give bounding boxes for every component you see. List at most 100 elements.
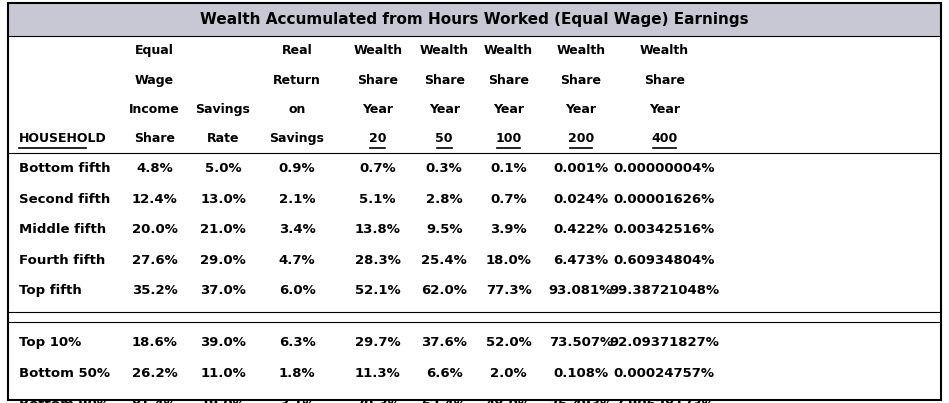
Text: 400: 400 — [651, 132, 678, 145]
Text: 12.4%: 12.4% — [132, 193, 177, 206]
Text: 0.3%: 0.3% — [426, 162, 462, 175]
Text: 7.90628173%: 7.90628173% — [614, 398, 715, 403]
Text: 3.1%: 3.1% — [279, 398, 315, 403]
Text: 3.4%: 3.4% — [279, 223, 315, 236]
Text: 20: 20 — [369, 132, 386, 145]
Text: 11.0%: 11.0% — [200, 367, 246, 380]
Text: 50: 50 — [436, 132, 453, 145]
Text: 6.473%: 6.473% — [553, 254, 608, 267]
Text: Bottom 50%: Bottom 50% — [19, 367, 110, 380]
Text: Year: Year — [566, 103, 596, 116]
Text: 0.024%: 0.024% — [553, 193, 608, 206]
Text: 93.081%: 93.081% — [549, 285, 613, 297]
Text: 52.1%: 52.1% — [355, 285, 400, 297]
Text: 37.6%: 37.6% — [421, 337, 467, 349]
Text: Savings: Savings — [270, 132, 325, 145]
Text: 0.00024757%: 0.00024757% — [614, 367, 715, 380]
Text: 35.2%: 35.2% — [132, 285, 177, 297]
Text: Top 10%: Top 10% — [19, 337, 82, 349]
Text: 99.38721048%: 99.38721048% — [609, 285, 719, 297]
Text: 13.0%: 13.0% — [200, 193, 246, 206]
Text: Wealth Accumulated from Hours Worked (Equal Wage) Earnings: Wealth Accumulated from Hours Worked (Eq… — [200, 12, 749, 27]
Text: Wealth: Wealth — [419, 44, 469, 57]
Text: 11.3%: 11.3% — [355, 367, 400, 380]
Text: Second fifth: Second fifth — [19, 193, 110, 206]
Text: 92.09371827%: 92.09371827% — [609, 337, 719, 349]
Text: Share: Share — [423, 74, 465, 87]
Text: 62.0%: 62.0% — [421, 285, 467, 297]
Text: 27.6%: 27.6% — [132, 254, 177, 267]
Text: Share: Share — [643, 74, 685, 87]
Text: 4.8%: 4.8% — [137, 162, 173, 175]
Text: Wealth: Wealth — [556, 44, 605, 57]
Text: 0.7%: 0.7% — [360, 162, 396, 175]
Text: 25.4%: 25.4% — [421, 254, 467, 267]
Text: Equal: Equal — [136, 44, 174, 57]
Text: Return: Return — [273, 74, 321, 87]
Text: Fourth fifth: Fourth fifth — [19, 254, 105, 267]
Text: Rate: Rate — [207, 132, 239, 145]
Text: 77.3%: 77.3% — [486, 285, 531, 297]
Text: Share: Share — [357, 74, 399, 87]
Text: on: on — [288, 103, 306, 116]
Text: 62.4%: 62.4% — [421, 398, 467, 403]
Text: Middle fifth: Middle fifth — [19, 223, 106, 236]
Text: Bottom 90%: Bottom 90% — [19, 398, 110, 403]
Text: 73.507%: 73.507% — [549, 337, 613, 349]
Text: 0.00001626%: 0.00001626% — [614, 193, 715, 206]
Text: 20.0%: 20.0% — [132, 223, 177, 236]
Text: 0.00342516%: 0.00342516% — [614, 223, 715, 236]
Text: 0.60934804%: 0.60934804% — [614, 254, 715, 267]
Text: 39.0%: 39.0% — [200, 337, 246, 349]
Text: Share: Share — [134, 132, 176, 145]
Text: 5.1%: 5.1% — [360, 193, 396, 206]
Text: 81.4%: 81.4% — [132, 398, 177, 403]
Text: 4.7%: 4.7% — [279, 254, 315, 267]
Text: Bottom fifth: Bottom fifth — [19, 162, 110, 175]
Text: 9.5%: 9.5% — [426, 223, 462, 236]
Text: Income: Income — [129, 103, 180, 116]
Text: Wage: Wage — [135, 74, 175, 87]
Text: 26.2%: 26.2% — [132, 367, 177, 380]
Text: 0.108%: 0.108% — [553, 367, 608, 380]
Text: Year: Year — [429, 103, 459, 116]
Text: 29.7%: 29.7% — [355, 337, 400, 349]
Text: 28.3%: 28.3% — [355, 254, 400, 267]
Text: 70.3%: 70.3% — [355, 398, 400, 403]
Text: Top fifth: Top fifth — [19, 285, 82, 297]
Text: 6.6%: 6.6% — [426, 367, 462, 380]
Text: Wealth: Wealth — [640, 44, 689, 57]
Text: Year: Year — [493, 103, 524, 116]
Text: 200: 200 — [568, 132, 594, 145]
Text: 18.0%: 18.0% — [486, 254, 531, 267]
Text: 6.3%: 6.3% — [279, 337, 315, 349]
Bar — [8, 3, 941, 36]
Text: 2.1%: 2.1% — [279, 193, 315, 206]
Text: Share: Share — [488, 74, 530, 87]
Text: 0.9%: 0.9% — [279, 162, 315, 175]
Text: 0.422%: 0.422% — [553, 223, 608, 236]
Text: 52.0%: 52.0% — [486, 337, 531, 349]
Text: Year: Year — [363, 103, 393, 116]
Text: Wealth: Wealth — [484, 44, 533, 57]
Text: 37.0%: 37.0% — [200, 285, 246, 297]
Text: 13.8%: 13.8% — [355, 223, 400, 236]
Text: 0.1%: 0.1% — [491, 162, 527, 175]
Text: 5.0%: 5.0% — [205, 162, 241, 175]
Text: Year: Year — [649, 103, 679, 116]
Text: 2.8%: 2.8% — [426, 193, 462, 206]
Text: 21.0%: 21.0% — [200, 223, 246, 236]
Text: 26.493%: 26.493% — [549, 398, 613, 403]
Text: 0.001%: 0.001% — [553, 162, 608, 175]
Text: 29.0%: 29.0% — [200, 254, 246, 267]
Text: 0.00000004%: 0.00000004% — [614, 162, 715, 175]
Text: 0.7%: 0.7% — [491, 193, 527, 206]
Text: 48.0%: 48.0% — [486, 398, 531, 403]
Text: Savings: Savings — [195, 103, 251, 116]
Text: 18.6%: 18.6% — [132, 337, 177, 349]
Text: 1.8%: 1.8% — [279, 367, 315, 380]
Text: Share: Share — [560, 74, 602, 87]
Text: 6.0%: 6.0% — [279, 285, 315, 297]
Text: 3.9%: 3.9% — [491, 223, 527, 236]
Text: 2.0%: 2.0% — [491, 367, 527, 380]
